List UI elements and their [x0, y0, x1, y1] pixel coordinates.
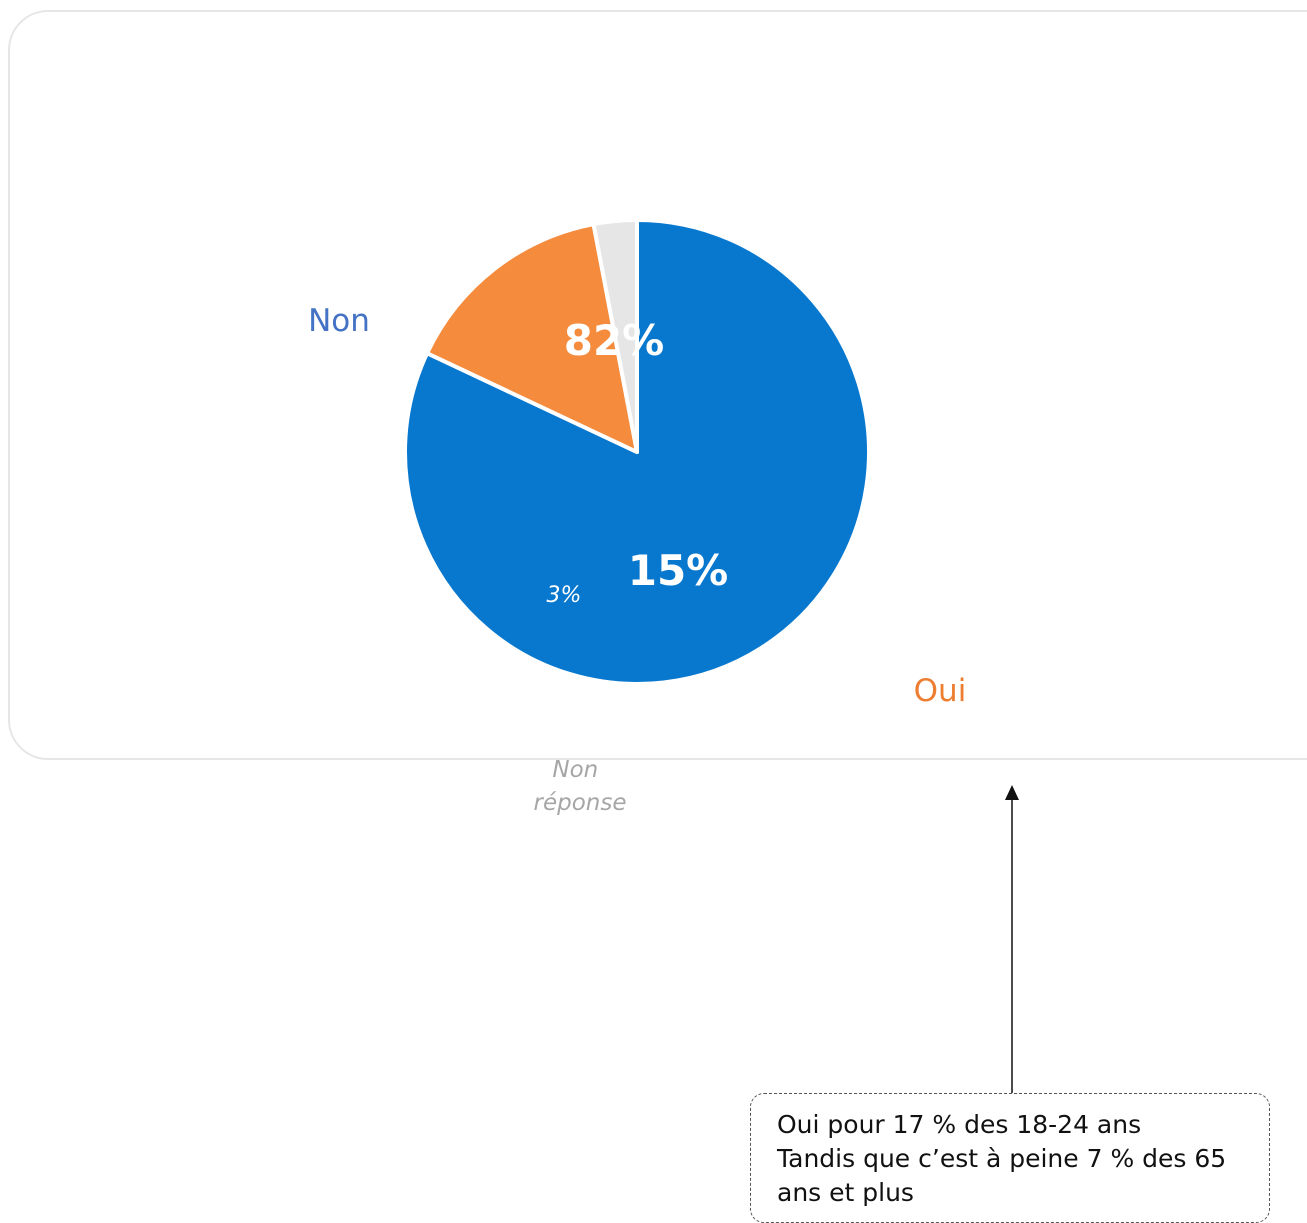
annotation-line-1: Oui pour 17 % des 18-24 ans [777, 1110, 1142, 1139]
slice-value-non-reponse: 3% [547, 583, 582, 608]
annotation-line-3: ans et plus [777, 1178, 914, 1207]
pie-slice-oui [425, 222, 639, 454]
slice-label-oui: Oui [914, 673, 967, 709]
pie-slice-non-reponse [591, 218, 639, 454]
slice-value-non: 82% [564, 316, 665, 365]
slice-label-non: Non [308, 303, 370, 339]
slice-value-oui: 15% [628, 546, 729, 595]
annotation-line-2: Tandis que c’est à peine 7 % des 65 [777, 1144, 1227, 1173]
slice-label-non-reponse: Non réponse [534, 757, 627, 816]
arrow-head-icon [1005, 785, 1019, 800]
annotation-callout: Oui pour 17 % des 18-24 ans Tandis que c… [750, 1093, 1270, 1223]
pie-slices [403, 218, 871, 686]
